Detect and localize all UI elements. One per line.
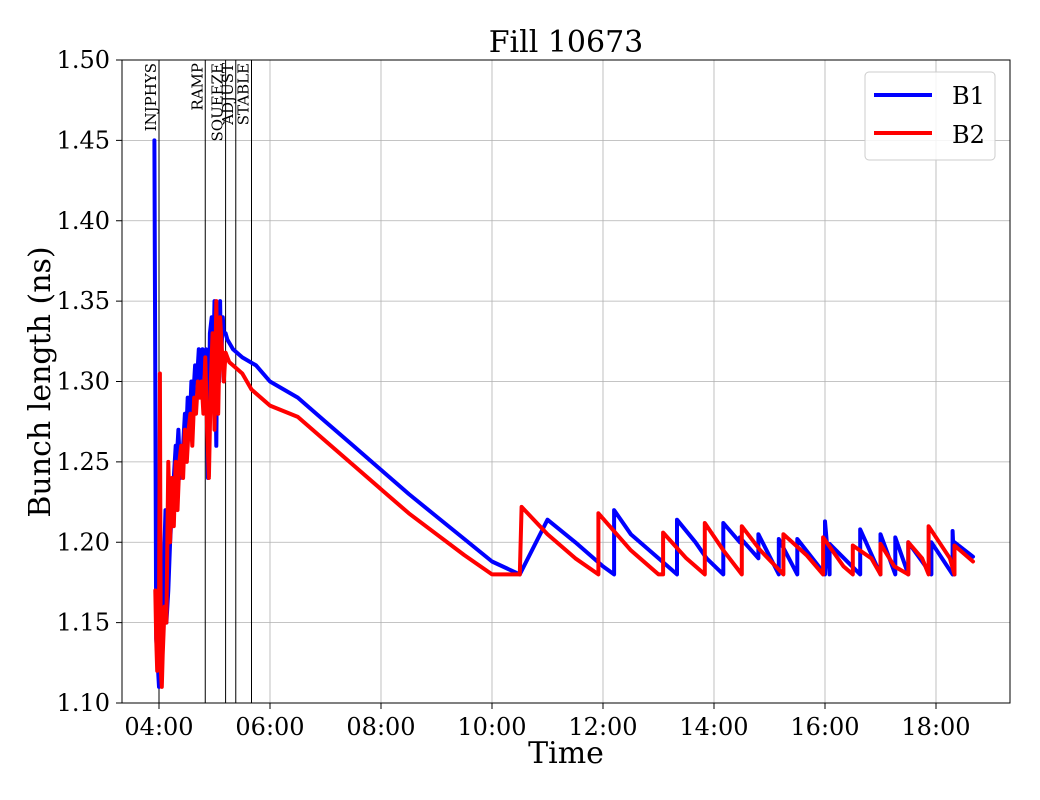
phase-label-injphys: INJPHYS: [142, 63, 160, 131]
y-tick-label: 1.40: [57, 207, 110, 235]
phase-label-adjust: ADJUST: [219, 63, 237, 126]
phase-label-stable: STABLE: [235, 63, 253, 125]
y-axis-title: Bunch length (ns): [23, 246, 58, 517]
y-tick-label: 1.45: [57, 126, 110, 154]
y-tick-label: 1.15: [57, 609, 110, 637]
x-tick-label: 04:00: [124, 713, 193, 741]
phase-label-ramp: RAMP: [188, 63, 206, 111]
y-tick-label: 1.20: [57, 528, 110, 556]
x-tick-label: 10:00: [457, 713, 526, 741]
series-line-b1: [152, 138, 975, 689]
x-tick-label: 06:00: [235, 713, 304, 741]
y-tick-label: 1.10: [57, 689, 110, 717]
x-axis-title: Time: [528, 736, 604, 771]
y-tick-label: 1.50: [57, 46, 110, 74]
y-tick-label: 1.25: [57, 448, 110, 476]
x-tick-label: 18:00: [901, 713, 970, 741]
legend-label-b2: B2: [952, 121, 985, 149]
phase-label-squeeze: SQUEEZE: [209, 63, 227, 142]
x-tick-label: 12:00: [568, 713, 637, 741]
series-lines: [152, 138, 975, 689]
chart-title: Fill 10673: [489, 25, 644, 60]
series-line-b2: [153, 299, 975, 689]
x-axis-ticks: 04:00 06:00 08:00 10:00 12:00 14:00 16:00 18:00: [124, 703, 971, 741]
x-tick-label: 16:00: [790, 713, 859, 741]
legend: B1 B2: [864, 71, 996, 161]
y-tick-label: 1.30: [57, 368, 110, 396]
y-axis-ticks: 1.10 1.15 1.20 1.25 1.30 1.35 1.40 1.45 1.50: [57, 46, 122, 717]
x-tick-label: 08:00: [346, 713, 415, 741]
legend-label-b1: B1: [952, 82, 985, 110]
y-tick-label: 1.35: [57, 287, 110, 315]
x-tick-label: 14:00: [679, 713, 748, 741]
